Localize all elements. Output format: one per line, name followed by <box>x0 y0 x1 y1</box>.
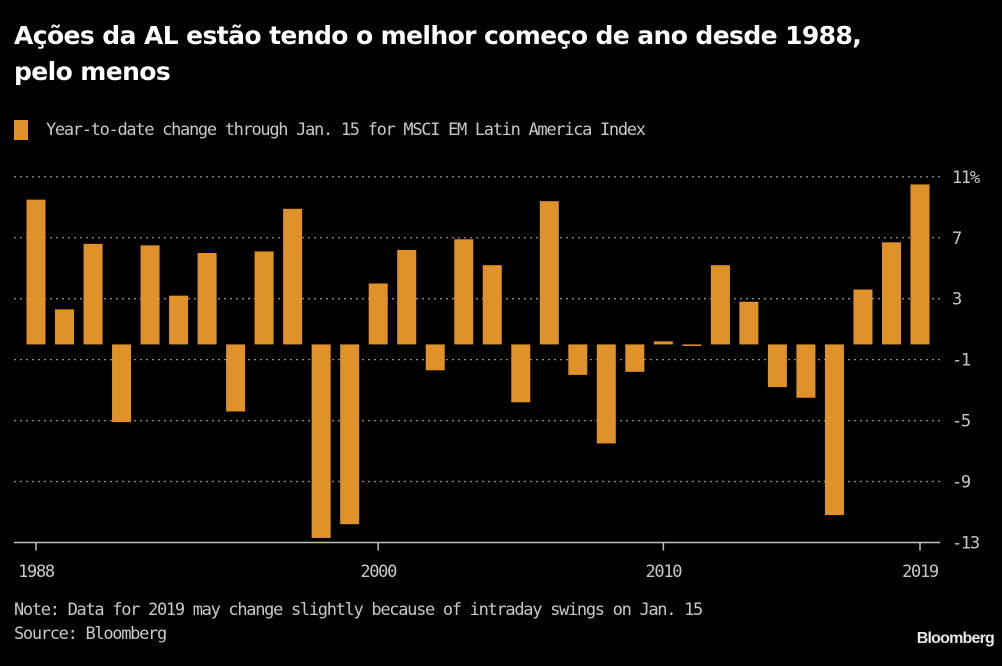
bar-2005 <box>511 344 531 403</box>
x-tick-label: 2000 <box>360 562 397 582</box>
bar-2008 <box>596 344 616 444</box>
bar-2015 <box>796 344 816 398</box>
bar-2014 <box>767 344 787 388</box>
bar-2009 <box>625 344 645 372</box>
bar-1998 <box>311 344 331 538</box>
bar-1996 <box>254 251 274 345</box>
x-tick-label: 2010 <box>645 562 682 582</box>
x-tick-label: 2019 <box>902 562 939 582</box>
x-axis <box>14 541 940 551</box>
bar-1997 <box>283 208 303 345</box>
y-tick-label: -5 <box>952 412 970 432</box>
bar-1992 <box>140 245 160 345</box>
bar-1991 <box>112 344 132 423</box>
bar-2007 <box>568 344 588 375</box>
bar-2002 <box>425 344 445 371</box>
bar-1989 <box>55 309 75 345</box>
gridlines <box>14 176 940 483</box>
bar-2011 <box>682 344 702 346</box>
bar-1990 <box>83 243 103 345</box>
y-tick-label: 3 <box>952 290 961 310</box>
bar-1988 <box>26 199 46 345</box>
chart-title-line-1: Ações da AL estão tendo o melhor começo … <box>14 21 862 50</box>
bar-2018 <box>881 242 901 345</box>
y-tick-label: -9 <box>952 473 971 493</box>
chart-title: Ações da AL estão tendo o melhor começo … <box>14 18 994 90</box>
bar-2010 <box>653 341 673 345</box>
chart-title-line-2: pelo menos <box>14 57 171 86</box>
bloomberg-logo: Bloomberg <box>916 630 995 647</box>
note-text: Note: Data for 2019 may change slightly … <box>14 600 703 620</box>
bar-2012 <box>710 265 730 345</box>
x-tick-label: 1988 <box>18 562 55 582</box>
y-tick-label: 7 <box>952 229 961 249</box>
source-text: Source: Bloomberg <box>14 624 167 644</box>
bar-2016 <box>824 344 844 516</box>
y-tick-label: -1 <box>952 351 971 371</box>
bar-1995 <box>226 344 246 412</box>
bar-2000 <box>368 283 388 345</box>
bar-2019 <box>910 184 930 345</box>
legend-swatch <box>14 120 28 140</box>
bar-1993 <box>169 295 189 345</box>
bar-1994 <box>197 252 217 345</box>
bar-2017 <box>853 289 873 345</box>
bar-2001 <box>397 249 417 345</box>
x-axis-labels: 1988 2000 2010 2019 <box>18 562 940 582</box>
bar-2006 <box>539 201 559 345</box>
chart-notes: Note: Data for 2019 may change slightly … <box>14 598 703 646</box>
bar-2003 <box>454 239 474 345</box>
legend: Year-to-date change through Jan. 15 for … <box>14 120 646 140</box>
bar-2004 <box>482 265 502 345</box>
y-tick-label: -13 <box>952 534 979 554</box>
bar-1999 <box>340 344 360 525</box>
bar-2013 <box>739 301 759 345</box>
legend-label: Year-to-date change through Jan. 15 for … <box>46 120 646 140</box>
y-axis-labels: 11% 7 3 -1 -5 -9 -13 <box>952 168 981 554</box>
y-tick-label: 11% <box>952 168 980 188</box>
bars <box>26 184 930 538</box>
